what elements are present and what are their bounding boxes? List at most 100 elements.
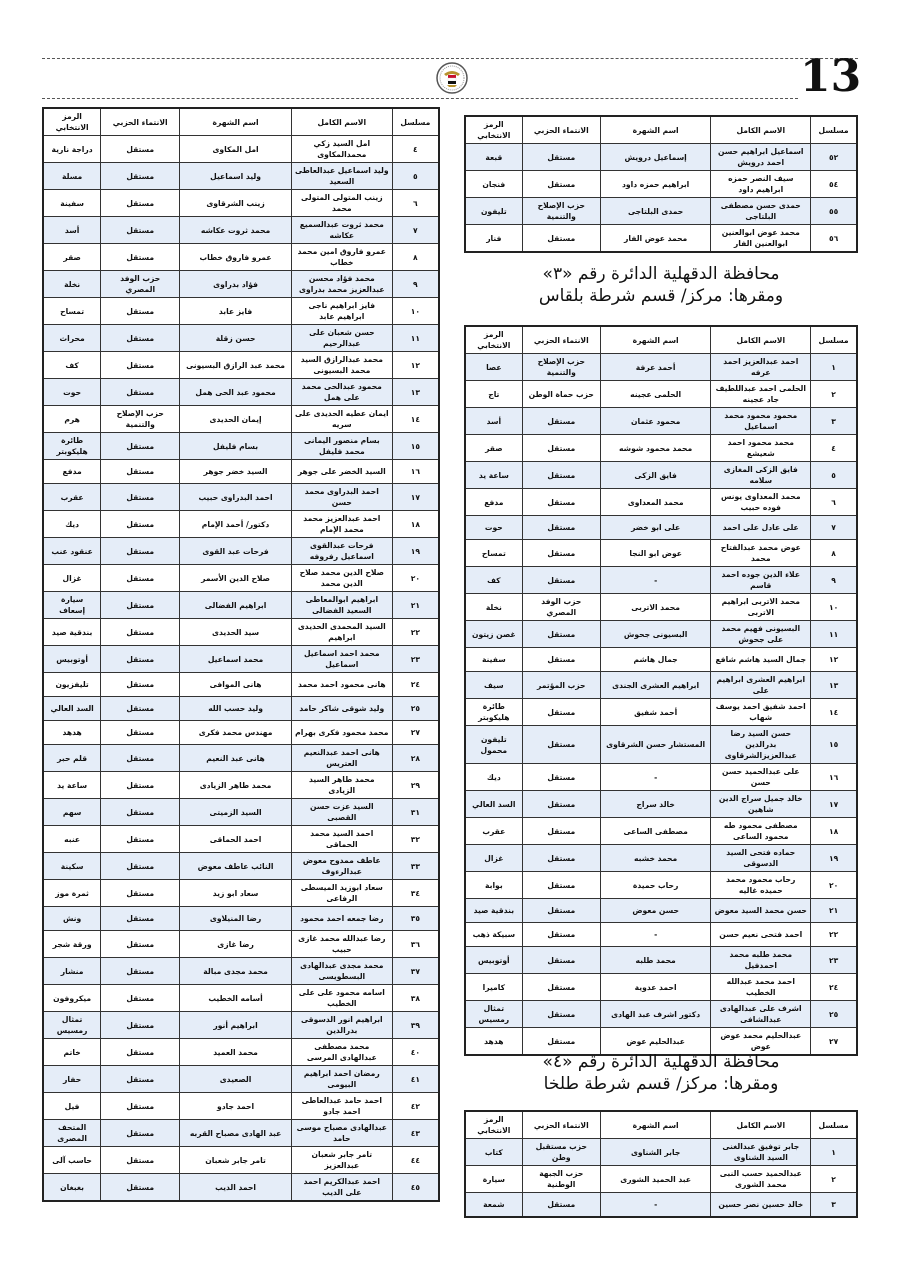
known-name-cell: فؤاد بدراوى [179,270,292,298]
known-name-cell: ابراهيم حمزه داود [599,170,712,198]
known-name-cell: عمرو فاروق خطاب [179,243,292,271]
full-name-cell: على عبدالحميد حسن حسن [710,763,812,791]
table-row: ٢٣ محمد احمد اسماعيل اسماعيل محمد اسماعيل م… [42,645,440,673]
table-row: ٨ عوض محمد عبدالفتاح محمد عوض ابو النجا مست… [464,539,858,567]
known-name-cell: الحلمى عجينه [599,380,712,408]
party-cell: مستقل [521,725,601,764]
egypt-eagle-emblem-icon [436,62,468,94]
full-name-cell: احمد عبدالكريم احمد على الديب [290,1173,393,1202]
table-row: ٥٦ محمد عوض ابوالعنين ابوالعنين الفار محمد… [464,224,858,253]
known-name-cell: على ابو خضر [599,515,712,540]
party-cell: مستقل [521,817,601,845]
full-name-cell: احمد عبدالعزيز احمد عرفه [710,353,812,381]
symbol-cell: صقر [42,243,102,271]
serial-cell: ٢٠ [391,564,440,592]
known-name-cell: دكتور اشرف عبد الهادى [599,1000,712,1028]
known-name-cell: المستشار حسن الشرقاوى [599,725,712,764]
full-name-cell: محمد عوض ابوالعنين ابوالعنين الفار [710,224,812,253]
table-row: ٢٩ محمد طاهر السيد الزيادى محمد طاهر الزيا… [42,771,440,799]
known-name-cell: رضا غازى [179,930,292,958]
known-name-cell: الصعيدى [179,1065,292,1093]
symbol-cell: حاسب آلى [42,1146,102,1174]
known-name-cell: محمد الاتربى [599,593,712,621]
symbol-cell: غزال [464,844,523,872]
full-name-cell: حسن السيد رضا بدرالدين عبدالعزيزالشرقاوى [710,725,812,764]
table-row: ١٨ مصطفى محمود طه محمود الساعى مصطفى الساع… [464,817,858,845]
header-full-name: الاسم الكامل [710,115,812,144]
full-name-cell: السيد عزت حسن القصبى [290,798,393,826]
symbol-cell: السد العالي [464,790,523,818]
symbol-cell: ساعة يد [42,771,102,799]
party-cell: مستقل [100,645,181,673]
full-name-cell: محمد احمد اسماعيل اسماعيل [290,645,393,673]
full-name-cell: فرحات عبدالقوى اسماعيل رفروفه [290,537,393,565]
full-name-cell: حسن شعبان على عبدالرحيم [290,324,393,352]
table-row: ٢ عبدالحميد حسب النبى محمد الشورى عبد الحم… [464,1165,858,1193]
known-name-cell: السيد خضر جوهر [179,459,292,484]
symbol-cell: بوابة [464,871,523,899]
known-name-cell: خالد سراج [599,790,712,818]
full-name-cell: احمد فتحى نعيم حسن [710,922,812,947]
known-name-cell: احمد البدراوى حبيب [179,483,292,511]
symbol-cell: عصا [464,353,523,381]
party-cell: مستقل [100,930,181,958]
party-cell: مستقل [100,510,181,538]
party-cell: مستقل [521,698,601,726]
header-party: الانتماء الحزبي [521,115,601,144]
known-name-cell: أحمد عرفة [599,353,712,381]
table-row: ٥ فايق الزكى المغازى سلامه فايق الزكى مستقل… [464,461,858,489]
table-row: ٣٩ ابراهيم انور الدسوقى بدرالدين ابراهيم أ… [42,1011,440,1039]
symbol-cell: بندقية صيد [464,898,523,923]
known-name-cell: عبد الحميد الشورى [599,1165,712,1193]
table-row: ٩ علاء الدين جوده احمد قاسم - مستقل كف [464,566,858,594]
full-name-cell: عبدالحليم محمد عوض عوض [710,1027,812,1056]
party-cell: مستقل [521,488,601,516]
serial-cell: ٢٧ [810,1027,858,1056]
district3-subtitle: ومقرها: مركز/ قسم شرطة بلقاس [538,286,784,306]
party-cell: مستقل [521,407,601,435]
full-name-cell: حماده فتحى السيد الدسوقى [710,844,812,872]
serial-cell: ١١ [810,620,858,648]
table-row: ١ جابر توفيق عبدالغنى السيد الشناوى جابر ا… [464,1138,858,1166]
full-name-cell: احمد حامد عبدالعاطى احمد جادو [290,1092,393,1120]
symbol-cell: سهم [42,798,102,826]
known-name-cell: - [599,566,712,594]
table-row: ١٤ ايمان عطيه الحديدى على سريه إيمان الحدي… [42,405,440,433]
serial-cell: ٥٢ [810,143,858,171]
party-cell: مستقل [100,825,181,853]
full-name-cell: محمد طلبه محمد احمدفيل [710,946,812,974]
serial-cell: ١٢ [810,647,858,672]
symbol-cell: شمعة [464,1192,523,1218]
party-cell: مستقل [100,852,181,880]
full-name-cell: محمد عبدالرازق السيد محمد البسيونى [290,351,393,379]
full-name-cell: احمد محمد عبدالله الخطيب [710,973,812,1001]
serial-cell: ٣٩ [391,1011,440,1039]
serial-cell: ١٠ [391,297,440,325]
symbol-cell: منشار [42,957,102,985]
serial-cell: ١٤ [391,405,440,433]
full-name-cell: زينب المتولى المتولى محمد [290,189,393,217]
bottom-dashed-rule [42,98,798,99]
symbol-cell: ديك [42,510,102,538]
full-name-cell: رضا عبدالله محمد غازى حبيب [290,930,393,958]
header-party: الانتماء الحزبي [521,1110,601,1139]
party-cell: مستقل [100,1038,181,1066]
full-name-cell: عوض محمد عبدالفتاح محمد [710,539,812,567]
known-name-cell: محمد طلبه [599,946,712,974]
header-serial: مسلسل [810,1110,858,1139]
party-cell: مستقل [100,1146,181,1174]
table-row: ٥ وليد اسماعيل عبدالعاطى السعيد وليد اسماع… [42,162,440,190]
full-name-cell: رحاب محمود محمد حميده غاليه [710,871,812,899]
district3-title: محافظة الدقهلية الدائرة رقم «٣» [542,264,780,284]
known-name-cell: تامر جابر شعبان [179,1146,292,1174]
symbol-cell: نخلة [464,593,523,621]
full-name-cell: حمدى حسن مصطفى البلتاجى [710,197,812,225]
party-cell: مستقل [521,515,601,540]
serial-cell: ٢ [810,380,858,408]
party-cell: مستقل [100,771,181,799]
party-cell: مستقل [100,798,181,826]
table-row: ١٥ بسام منصور اليمانى محمد فليفل بسام فليف… [42,432,440,460]
party-cell: مستقل [100,879,181,907]
known-name-cell: - [599,922,712,947]
serial-cell: ٥٤ [810,170,858,198]
